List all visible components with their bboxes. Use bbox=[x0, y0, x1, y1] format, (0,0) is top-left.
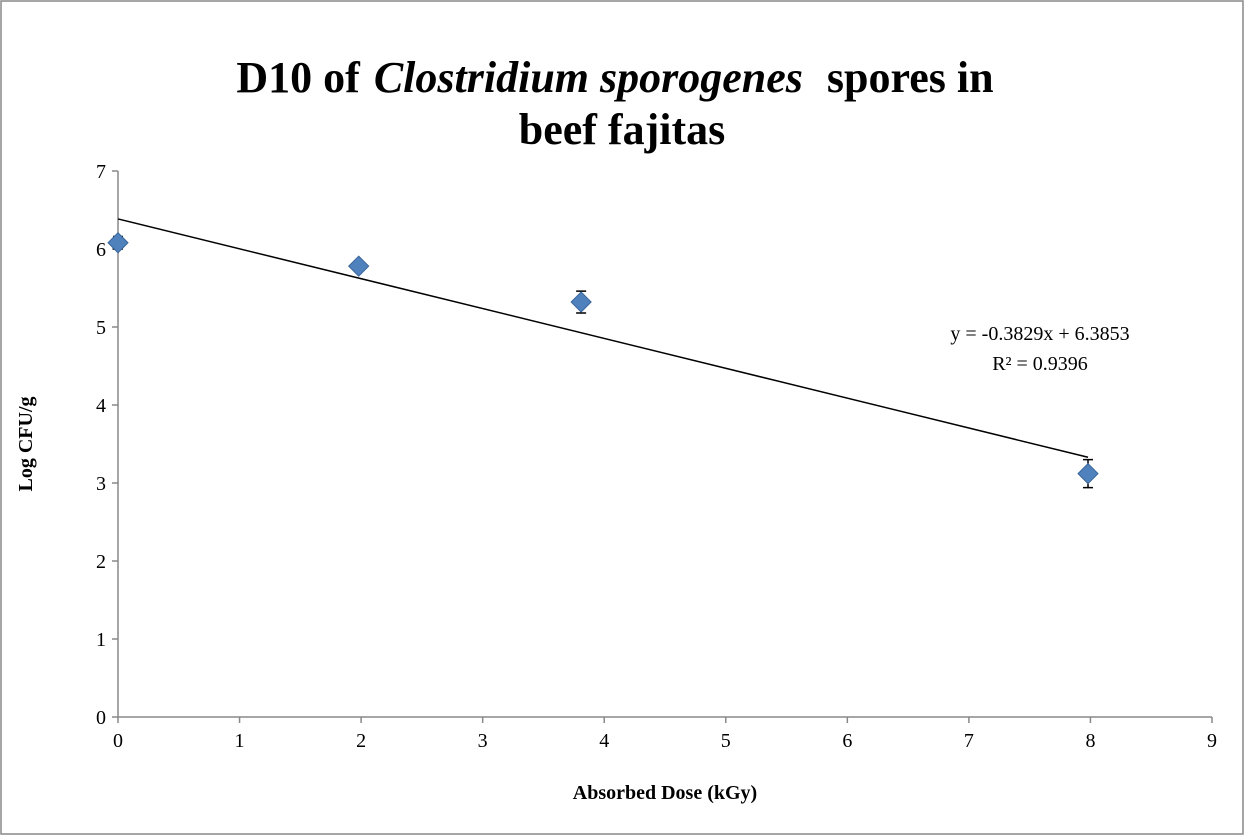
y-tick-label: 0 bbox=[96, 707, 106, 729]
x-tick-label: 3 bbox=[478, 730, 488, 752]
x-tick-label: 5 bbox=[721, 730, 731, 752]
trendline-equation: y = -0.3829x + 6.3853 bbox=[950, 323, 1129, 345]
title-part: beef fajitas bbox=[518, 105, 726, 154]
trendline bbox=[117, 218, 1089, 459]
x-tick-label: 0 bbox=[113, 730, 123, 752]
chart-title: D10 of Clostridium sporogenes spores in bee… bbox=[0, 52, 1244, 156]
point bbox=[570, 291, 592, 313]
y-axis-label: Log CFU/g bbox=[15, 397, 37, 492]
x-tick-label: 1 bbox=[235, 730, 245, 752]
y-tick-label: 1 bbox=[96, 629, 106, 651]
title-part: Clostridium sporogenes bbox=[373, 53, 803, 102]
y-tick-label: 2 bbox=[96, 551, 106, 573]
x-axis-label: Absorbed Dose (kGy) bbox=[573, 782, 757, 804]
x-tick-label: 2 bbox=[356, 730, 366, 752]
title-part: spores in bbox=[826, 53, 994, 102]
y-tick-label: 6 bbox=[96, 239, 106, 261]
x-tick-label: 8 bbox=[1085, 730, 1095, 752]
point bbox=[1077, 462, 1099, 485]
x-tick-label: 6 bbox=[842, 730, 852, 752]
title-part: D10 of bbox=[236, 53, 360, 102]
r-squared: R² = 0.9396 bbox=[992, 353, 1088, 375]
y-tick-label: 7 bbox=[96, 161, 106, 183]
y-tick-label: 5 bbox=[96, 317, 106, 339]
point bbox=[107, 232, 129, 254]
point bbox=[347, 255, 370, 277]
x-tick-label: 9 bbox=[1207, 730, 1217, 752]
y-tick-label: 4 bbox=[96, 395, 106, 417]
x-tick-label: 4 bbox=[599, 730, 609, 752]
y-tick-label: 3 bbox=[96, 473, 106, 495]
x-tick-label: 7 bbox=[964, 730, 974, 752]
